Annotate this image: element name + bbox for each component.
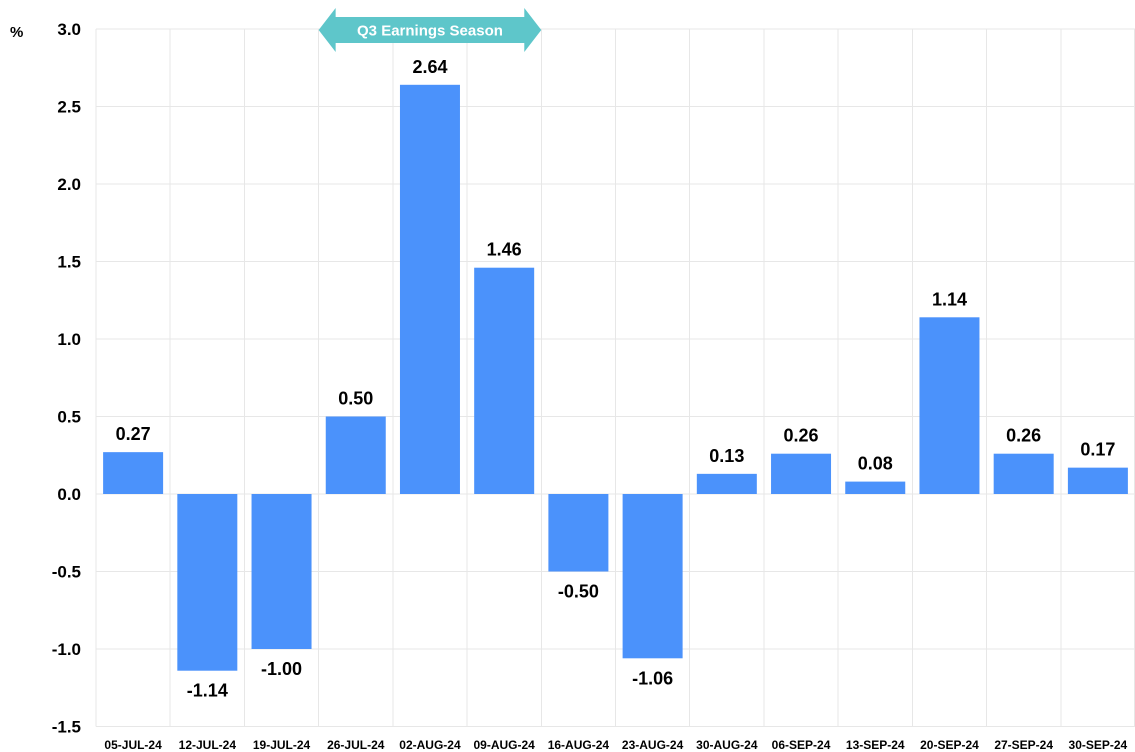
x-tick-label-06-sep-24: 06-SEP-24 <box>772 738 831 752</box>
data-label-27-sep-24: 0.26 <box>1006 426 1041 446</box>
x-tick-label-12-jul-24: 12-JUL-24 <box>179 738 237 752</box>
bar-16-aug-24 <box>548 494 609 572</box>
y-tick-label-1-0: 1.0 <box>57 330 81 349</box>
bar-20-sep-24 <box>919 317 980 494</box>
x-tick-label-23-aug-24: 23-AUG-24 <box>622 738 684 752</box>
x-tick-label-27-sep-24: 27-SEP-24 <box>994 738 1053 752</box>
x-tick-label-30-sep-24: 30-SEP-24 <box>1069 738 1128 752</box>
data-label-05-jul-24: 0.27 <box>116 424 151 444</box>
y-axis-unit-label: % <box>10 24 23 41</box>
y-tick-label-0-5: 0.5 <box>57 408 81 427</box>
bar-27-sep-24 <box>993 453 1054 494</box>
x-axis: 05-JUL-24 12-JUL-24 19-JUL-24 26-JUL-24 02-A… <box>104 738 1127 752</box>
bar-05-jul-24 <box>103 452 164 494</box>
data-label-26-jul-24: 0.50 <box>338 389 373 409</box>
x-tick-label-19-jul-24: 19-JUL-24 <box>253 738 311 752</box>
bar-12-jul-24 <box>177 494 238 671</box>
bar-30-sep-24 <box>1067 467 1128 494</box>
y-tick-label-2-0: 2.0 <box>57 175 81 194</box>
data-labels: 0.27 -1.14 -1.00 0.50 2.64 1.46 -0.50 -1.06 0.13… <box>116 57 1116 701</box>
data-label-13-sep-24: 0.08 <box>858 454 893 474</box>
bar-02-aug-24 <box>399 84 460 495</box>
bars <box>103 84 1128 671</box>
x-tick-label-09-aug-24: 09-AUG-24 <box>473 738 535 752</box>
y-axis: 3.0 2.5 2.0 1.5 1.0 0.5 0.0 -0.5 -1.0 -1.5 <box>52 20 81 737</box>
x-tick-label-26-jul-24: 26-JUL-24 <box>327 738 385 752</box>
earnings-season-annotation: Q3 Earnings Season <box>318 8 542 52</box>
bar-06-sep-24 <box>771 453 832 494</box>
y-tick-label-2-5: 2.5 <box>57 98 81 117</box>
x-tick-label-30-aug-24: 30-AUG-24 <box>696 738 758 752</box>
y-tick-label-neg-1-5: -1.5 <box>52 718 81 737</box>
data-label-02-aug-24: 2.64 <box>412 57 447 77</box>
x-tick-label-16-aug-24: 16-AUG-24 <box>548 738 610 752</box>
data-label-19-jul-24: -1.00 <box>261 659 302 679</box>
x-tick-label-05-jul-24: 05-JUL-24 <box>104 738 162 752</box>
data-label-23-aug-24: -1.06 <box>632 668 673 688</box>
data-label-12-jul-24: -1.14 <box>187 681 228 701</box>
x-tick-label-13-sep-24: 13-SEP-24 <box>846 738 905 752</box>
y-tick-label-neg-1-0: -1.0 <box>52 640 81 659</box>
double-arrow-icon <box>318 8 542 52</box>
data-label-09-aug-24: 1.46 <box>487 240 522 260</box>
data-label-16-aug-24: -0.50 <box>558 582 599 602</box>
y-tick-label-1-5: 1.5 <box>57 253 81 272</box>
bar-23-aug-24 <box>622 494 683 659</box>
bar-30-aug-24 <box>696 473 757 494</box>
x-tick-label-20-sep-24: 20-SEP-24 <box>920 738 979 752</box>
data-label-20-sep-24: 1.14 <box>932 289 967 309</box>
earnings-season-label: Q3 Earnings Season <box>357 23 503 40</box>
bar-13-sep-24 <box>845 481 906 494</box>
data-label-30-aug-24: 0.13 <box>709 446 744 466</box>
data-label-06-sep-24: 0.26 <box>784 426 819 446</box>
y-tick-label-0-0: 0.0 <box>57 485 81 504</box>
bar-09-aug-24 <box>474 267 535 494</box>
bar-26-jul-24 <box>325 416 386 494</box>
y-tick-label-3-0: 3.0 <box>57 20 81 39</box>
x-tick-label-02-aug-24: 02-AUG-24 <box>399 738 461 752</box>
y-tick-label-neg-0-5: -0.5 <box>52 563 81 582</box>
data-label-30-sep-24: 0.17 <box>1080 440 1115 460</box>
bar-19-jul-24 <box>251 494 312 649</box>
